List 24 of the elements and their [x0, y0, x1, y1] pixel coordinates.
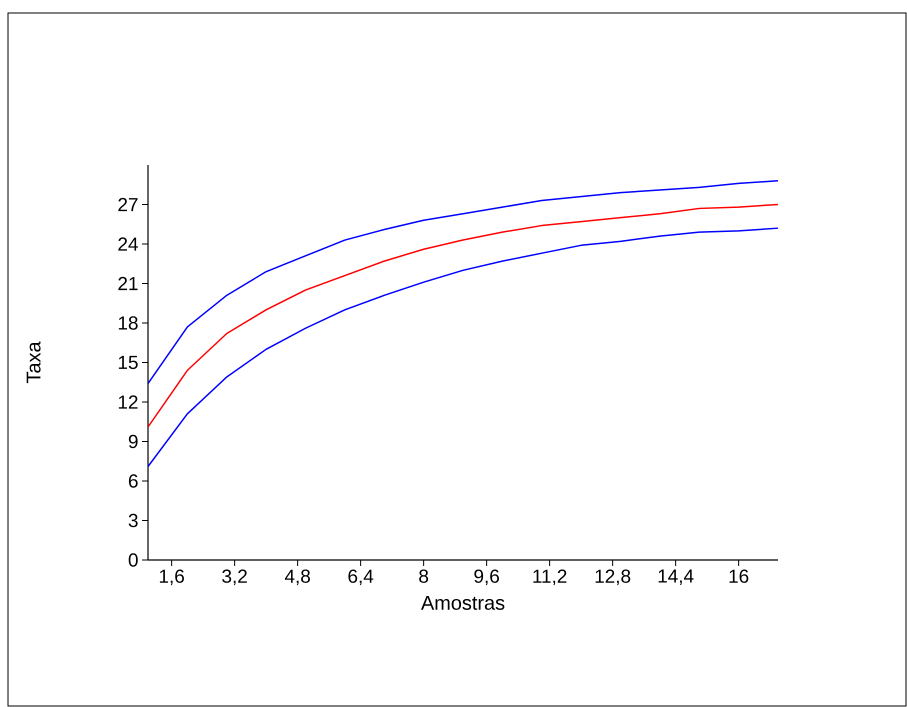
y-tick-label: 18: [118, 316, 138, 330]
y-tick-label: 12: [118, 395, 138, 409]
x-tick-label: 11,2: [533, 570, 566, 586]
y-tick-label: 24: [118, 237, 138, 251]
line-series: [148, 227, 778, 468]
x-tick-label: 3,2: [222, 570, 247, 586]
x-tick-label: 8: [419, 570, 428, 583]
x-tick-label: 14,4: [658, 570, 694, 585]
x-axis-title: Amostras: [420, 596, 504, 610]
y-tick-label: 0: [128, 553, 138, 567]
y-tick-label: 6: [128, 474, 138, 488]
x-tick-label: 12,8: [596, 570, 630, 586]
y-tick-label: 9: [128, 434, 138, 448]
x-tick-label: 16: [730, 570, 748, 583]
x-tick-label: 1,6: [160, 570, 184, 586]
y-axis-title: Taxa: [26, 341, 41, 384]
y-tick-label: 3: [128, 514, 138, 528]
x-tick-label: 4,8: [284, 570, 310, 586]
y-tick-label: 27: [118, 198, 138, 212]
x-tick-label: 9,6: [474, 570, 499, 586]
x-tick-label: 6,4: [348, 570, 374, 586]
line-series: [148, 204, 778, 428]
y-tick-label: 15: [118, 356, 138, 370]
y-tick-label: 21: [118, 276, 138, 290]
